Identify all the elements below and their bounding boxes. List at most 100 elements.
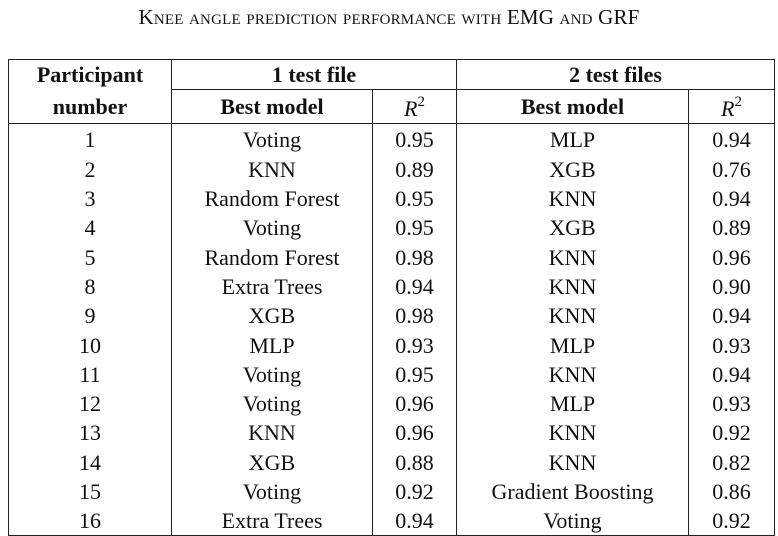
table-row: 15 Voting 0.92 Gradient Boosting 0.86 bbox=[8, 476, 776, 507]
r2-1-file-cell: 0.98 bbox=[372, 242, 458, 272]
r2-2-files-cell: 0.93 bbox=[688, 330, 776, 360]
r2-symbol: R bbox=[721, 96, 735, 122]
table-row: 12 Voting 0.96 MLP 0.93 bbox=[8, 389, 776, 419]
r2-2-files-cell: 0.76 bbox=[688, 154, 776, 184]
r2-2-files-cell: 0.94 bbox=[688, 123, 776, 155]
participant-header-line2: number bbox=[8, 89, 172, 125]
model-1-file-cell: Extra Trees bbox=[171, 506, 373, 536]
r2-2-files-cell: 0.96 bbox=[688, 242, 776, 272]
r2-1-file-cell: 0.95 bbox=[372, 123, 458, 155]
participant-header-line1: Participant bbox=[8, 59, 172, 90]
r2-1-file-cell: 0.95 bbox=[372, 183, 458, 214]
r2-1-file-cell: 0.92 bbox=[372, 476, 458, 507]
model-1-file-cell: Voting bbox=[171, 213, 373, 243]
group-header-1-test-file: 1 test file bbox=[171, 59, 458, 90]
r2-1-file-cell: 0.88 bbox=[372, 447, 458, 477]
participant-cell: 13 bbox=[8, 418, 172, 448]
r2-1-file-cell: 0.93 bbox=[372, 330, 458, 360]
r2-1-file-cell: 0.96 bbox=[372, 389, 458, 419]
table-row: 3 Random Forest 0.95 KNN 0.94 bbox=[8, 183, 776, 214]
table-row: 10 MLP 0.93 MLP 0.93 bbox=[8, 330, 776, 360]
participant-cell: 8 bbox=[8, 271, 172, 302]
model-1-file-cell: XGB bbox=[171, 301, 373, 331]
r2-1-file-cell: 0.94 bbox=[372, 506, 458, 536]
model-1-file-cell: Random Forest bbox=[171, 242, 373, 272]
model-2-files-cell: KNN bbox=[456, 418, 690, 448]
best-model-header-1: Best model bbox=[171, 89, 373, 125]
r2-2-files-cell: 0.94 bbox=[688, 301, 776, 331]
table-row: 9 XGB 0.98 KNN 0.94 bbox=[8, 301, 776, 331]
participant-cell: 14 bbox=[8, 447, 172, 477]
r2-1-file-cell: 0.94 bbox=[372, 271, 458, 302]
model-2-files-cell: KNN bbox=[456, 242, 690, 272]
participant-cell: 3 bbox=[8, 183, 172, 214]
r2-exponent: 2 bbox=[734, 94, 743, 110]
r2-header-1: R2 bbox=[372, 89, 458, 125]
model-1-file-cell: KNN bbox=[171, 154, 373, 184]
model-1-file-cell: Voting bbox=[171, 123, 373, 155]
r2-1-file-cell: 0.96 bbox=[372, 418, 458, 448]
participant-cell: 2 bbox=[8, 154, 172, 184]
participant-cell: 1 bbox=[8, 123, 172, 155]
table-body: 1 Voting 0.95 MLP 0.94 2 KNN 0.89 XGB 0.… bbox=[8, 123, 776, 536]
r2-2-files-cell: 0.90 bbox=[688, 271, 776, 302]
r2-exponent: 2 bbox=[417, 94, 425, 110]
participant-cell: 4 bbox=[8, 213, 172, 243]
model-1-file-cell: KNN bbox=[171, 418, 373, 448]
r2-symbol: R bbox=[404, 96, 418, 122]
model-2-files-cell: KNN bbox=[456, 183, 690, 214]
model-2-files-cell: XGB bbox=[456, 213, 690, 243]
model-1-file-cell: Random Forest bbox=[171, 183, 373, 214]
r2-2-files-cell: 0.93 bbox=[688, 389, 776, 419]
table-row: 11 Voting 0.95 KNN 0.94 bbox=[8, 359, 776, 389]
participant-cell: 10 bbox=[8, 330, 172, 360]
table-row: 5 Random Forest 0.98 KNN 0.96 bbox=[8, 242, 776, 272]
participant-cell: 5 bbox=[8, 242, 172, 272]
participant-cell: 12 bbox=[8, 389, 172, 419]
table-row: 4 Voting 0.95 XGB 0.89 bbox=[8, 213, 776, 243]
model-2-files-cell: XGB bbox=[456, 154, 690, 184]
table-row: 13 KNN 0.96 KNN 0.92 bbox=[8, 418, 776, 448]
participant-cell: 15 bbox=[8, 476, 172, 507]
model-2-files-cell: MLP bbox=[456, 330, 690, 360]
model-2-files-cell: KNN bbox=[456, 359, 690, 389]
r2-1-file-cell: 0.89 bbox=[372, 154, 458, 184]
participant-cell: 9 bbox=[8, 301, 172, 331]
model-2-files-cell: MLP bbox=[456, 389, 690, 419]
r2-2-files-cell: 0.94 bbox=[688, 183, 776, 214]
table-row: 16 Extra Trees 0.94 Voting 0.92 bbox=[8, 506, 776, 536]
r2-1-file-cell: 0.95 bbox=[372, 359, 458, 389]
r2-header-2: R2 bbox=[688, 89, 776, 125]
model-2-files-cell: KNN bbox=[456, 447, 690, 477]
r2-2-files-cell: 0.89 bbox=[688, 213, 776, 243]
group-header-2-test-files: 2 test files bbox=[456, 59, 776, 90]
model-1-file-cell: Voting bbox=[171, 389, 373, 419]
r2-1-file-cell: 0.95 bbox=[372, 213, 458, 243]
model-1-file-cell: XGB bbox=[171, 447, 373, 477]
r2-2-files-cell: 0.92 bbox=[688, 418, 776, 448]
model-2-files-cell: KNN bbox=[456, 271, 690, 302]
model-1-file-cell: Voting bbox=[171, 359, 373, 389]
table-row: 14 XGB 0.88 KNN 0.82 bbox=[8, 447, 776, 477]
results-table: Participant 1 test file 2 test files num… bbox=[8, 59, 776, 536]
table-row: 2 KNN 0.89 XGB 0.76 bbox=[8, 154, 776, 184]
r2-2-files-cell: 0.92 bbox=[688, 506, 776, 536]
participant-cell: 11 bbox=[8, 359, 172, 389]
table-caption: Knee angle prediction performance with E… bbox=[138, 5, 640, 29]
model-1-file-cell: Extra Trees bbox=[171, 271, 373, 302]
model-1-file-cell: MLP bbox=[171, 330, 373, 360]
r2-2-files-cell: 0.94 bbox=[688, 359, 776, 389]
model-2-files-cell: Voting bbox=[456, 506, 690, 536]
participant-cell: 16 bbox=[8, 506, 172, 536]
best-model-header-2: Best model bbox=[456, 89, 690, 125]
table-header: Participant 1 test file 2 test files num… bbox=[8, 59, 776, 125]
model-2-files-cell: KNN bbox=[456, 301, 690, 331]
r2-1-file-cell: 0.98 bbox=[372, 301, 458, 331]
model-2-files-cell: Gradient Boosting bbox=[456, 476, 690, 507]
r2-2-files-cell: 0.86 bbox=[688, 476, 776, 507]
table-row: 1 Voting 0.95 MLP 0.94 bbox=[8, 123, 776, 155]
r2-2-files-cell: 0.82 bbox=[688, 447, 776, 477]
model-1-file-cell: Voting bbox=[171, 476, 373, 507]
model-2-files-cell: MLP bbox=[456, 123, 690, 155]
table-row: 8 Extra Trees 0.94 KNN 0.90 bbox=[8, 271, 776, 302]
